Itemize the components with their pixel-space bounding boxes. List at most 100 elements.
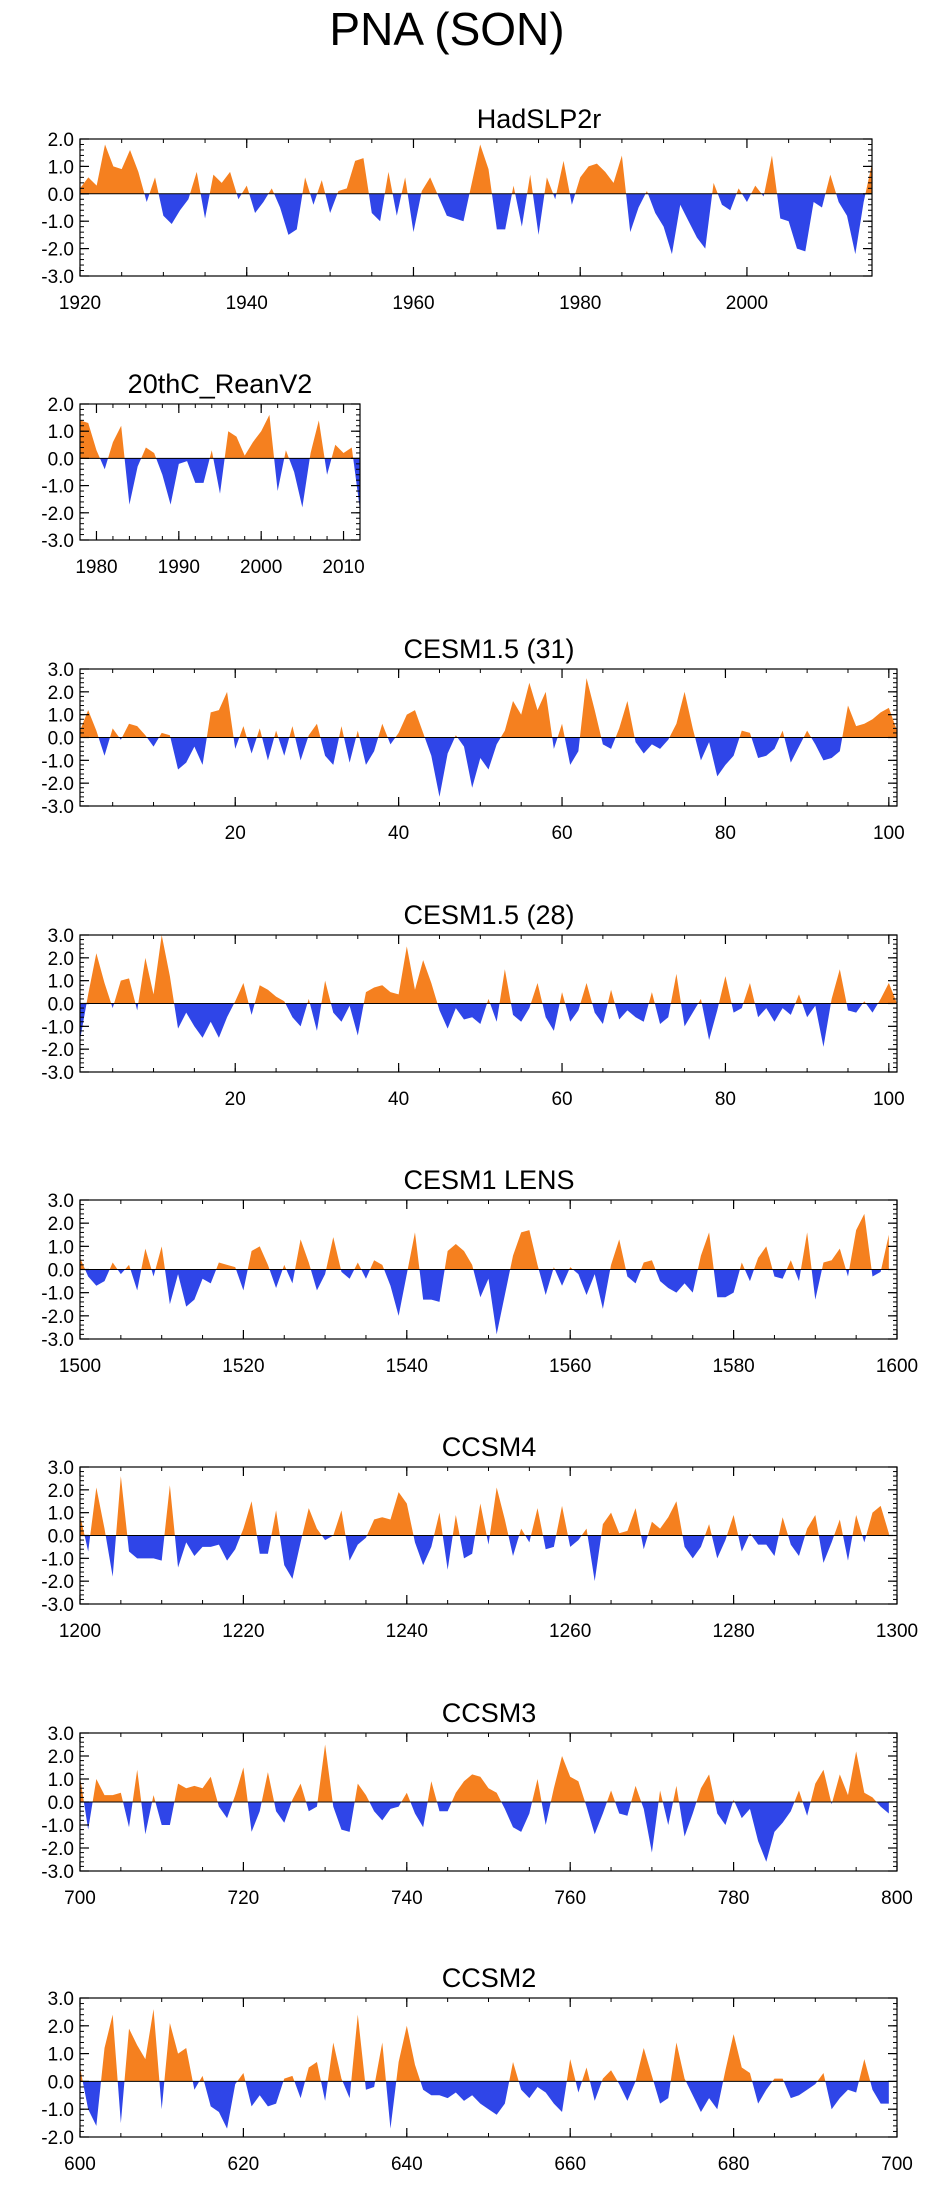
negative-anomaly-area xyxy=(80,1269,889,1335)
y-tick-label: -2.0 xyxy=(41,1307,74,1328)
y-tick-label: -1.0 xyxy=(41,477,74,498)
y-tick-label: 0.0 xyxy=(48,2072,74,2093)
panel-title: CCSM2 xyxy=(442,1963,537,1993)
panel-5: CESM1 LENS 3.02.01.0 0.0-1.0-2.0-3.0 1500 15… xyxy=(41,1165,918,1377)
y-tick-label: 0.0 xyxy=(48,1261,74,1282)
y-tick-label: -3.0 xyxy=(41,1330,74,1351)
plot-frame xyxy=(79,1997,898,2138)
x-tick-label: 1500 xyxy=(59,1356,101,1377)
y-tick-label: -3.0 xyxy=(41,267,74,288)
y-tick-label: 1.0 xyxy=(48,1770,74,1791)
y-tick-label: 2.0 xyxy=(48,1481,74,1502)
y-tick-label: 3.0 xyxy=(48,1724,74,1745)
x-tick-label: 660 xyxy=(554,2154,586,2175)
x-tick-label: 20 xyxy=(225,823,246,844)
plot-frame xyxy=(79,138,873,277)
y-tick-label: -1.0 xyxy=(41,1284,74,1305)
y-tick-label: -1.0 xyxy=(41,1017,74,1038)
x-tick-label: 620 xyxy=(228,2154,260,2175)
x-tick-label: 20 xyxy=(225,1089,246,1110)
negative-anomaly-area xyxy=(80,2081,889,2129)
y-tick-label: 0.0 xyxy=(48,185,74,206)
y-tick-label: 0.0 xyxy=(48,729,74,750)
y-tick-label: 3.0 xyxy=(48,1989,74,2010)
x-tick-label: 2010 xyxy=(322,557,364,578)
panel-title: CESM1 LENS xyxy=(403,1165,574,1195)
x-tick-label: 1280 xyxy=(712,1621,754,1642)
y-tick-label: 1.0 xyxy=(48,422,74,443)
y-tick-label: -2.0 xyxy=(41,240,74,261)
x-tick-label: 700 xyxy=(881,2154,913,2175)
x-tick-label: 1300 xyxy=(876,1621,918,1642)
x-tick-label: 40 xyxy=(388,823,409,844)
x-tick-label: 700 xyxy=(64,1888,96,1909)
panel-title: CCSM3 xyxy=(442,1698,537,1728)
y-tick-label: 3.0 xyxy=(48,926,74,947)
x-tick-label: 1960 xyxy=(392,293,434,314)
x-tick-label: 1200 xyxy=(59,1621,101,1642)
y-tick-label: -2.0 xyxy=(41,2128,74,2149)
y-tick-label: 1.0 xyxy=(48,1504,74,1525)
y-tick-label: 2.0 xyxy=(48,2017,74,2038)
panel-7: CCSM3 3.02.01.00.0-1.0-2.0-3.0 700 720 740 76… xyxy=(41,1698,913,1909)
x-tick-label: 1600 xyxy=(876,1356,918,1377)
negative-anomaly-area xyxy=(80,737,897,797)
figure-title: PNA (SON) xyxy=(329,3,564,55)
x-tick-label: 1580 xyxy=(712,1356,754,1377)
positive-anomaly-area xyxy=(80,144,872,194)
x-tick-label: 1560 xyxy=(549,1356,591,1377)
x-tick-label: 780 xyxy=(718,1888,750,1909)
x-tick-label: 40 xyxy=(388,1089,409,1110)
positive-anomaly-area xyxy=(80,1476,889,1536)
y-tick-label: 2.0 xyxy=(48,1747,74,1768)
x-tick-label: 680 xyxy=(718,2154,750,2175)
panel-title: CESM1.5 (31) xyxy=(403,634,574,664)
panel-title: HadSLP2r xyxy=(477,104,602,134)
y-tick-label: 0.0 xyxy=(48,449,74,470)
x-tick-label: 760 xyxy=(554,1888,586,1909)
y-tick-label: 2.0 xyxy=(48,1214,74,1235)
x-tick-label: 2000 xyxy=(240,557,282,578)
y-tick-label: -2.0 xyxy=(41,1040,74,1061)
x-tick-label: 2000 xyxy=(726,293,768,314)
y-tick-label: -3.0 xyxy=(41,531,74,552)
x-tick-label: 60 xyxy=(551,1089,572,1110)
x-tick-label: 1980 xyxy=(75,557,117,578)
negative-anomaly-area xyxy=(80,458,360,511)
panel-title: 20thC_ReanV2 xyxy=(128,369,313,399)
y-tick-label: 2.0 xyxy=(48,130,74,151)
y-tick-label: 0.0 xyxy=(48,1793,74,1814)
y-tick-label: 1.0 xyxy=(48,972,74,993)
y-tick-label: -1.0 xyxy=(41,1549,74,1570)
negative-anomaly-area xyxy=(80,1535,889,1582)
y-tick-label: -3.0 xyxy=(41,1595,74,1616)
negative-anomaly-area xyxy=(80,1003,897,1047)
y-tick-label: -3.0 xyxy=(41,1063,74,1084)
y-tick-label: 2.0 xyxy=(48,949,74,970)
y-tick-label: 2.0 xyxy=(48,683,74,704)
y-tick-label: 1.0 xyxy=(48,1237,74,1258)
panel-4: CESM1.5 (28) 3.02.01.00.0-1.0-2.0-3.0 20 40… xyxy=(41,900,904,1110)
plot-frame xyxy=(79,403,361,541)
x-tick-label: 80 xyxy=(715,823,736,844)
x-tick-label: 1260 xyxy=(549,1621,591,1642)
x-tick-label: 100 xyxy=(873,823,905,844)
y-tick-label: 3.0 xyxy=(48,1191,74,1212)
x-tick-label: 1990 xyxy=(158,557,200,578)
panel-title: CESM1.5 (28) xyxy=(403,900,574,930)
positive-anomaly-area xyxy=(80,678,897,738)
y-tick-label: -1.0 xyxy=(41,2100,74,2121)
y-tick-label: 1.0 xyxy=(48,157,74,178)
x-tick-label: 1220 xyxy=(222,1621,264,1642)
y-tick-label: -1.0 xyxy=(41,1816,74,1837)
positive-anomaly-area xyxy=(80,414,360,459)
y-tick-label: -2.0 xyxy=(41,774,74,795)
negative-anomaly-area xyxy=(80,1802,889,1862)
y-tick-label: -2.0 xyxy=(41,1839,74,1860)
y-tick-label: 0.0 xyxy=(48,1527,74,1548)
x-tick-label: 640 xyxy=(391,2154,423,2175)
panel-8: CCSM2 3.0 2.0 1.0 0.0 -1.0 -2.0 600 620 640 660 680… xyxy=(41,1963,913,2175)
